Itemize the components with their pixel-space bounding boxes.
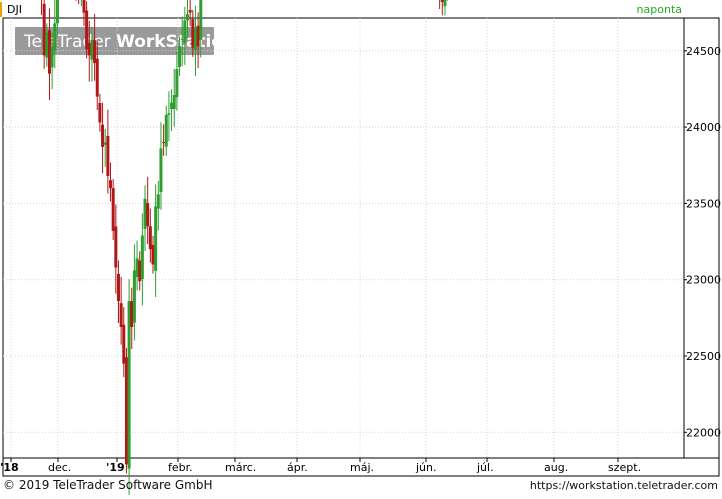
candle-body [146,203,150,227]
candle-body [111,188,115,231]
candle-body [127,301,131,469]
candle-body [101,124,105,147]
candle-body [82,0,86,13]
candle-body [159,148,163,193]
candle-body [53,23,57,51]
candle-body [55,0,59,24]
candle-body [85,10,89,50]
x-tick-label: máj. [350,461,374,474]
x-tick-label: dec. [48,461,71,474]
candle-body [114,226,118,268]
watermark-brand: TeleTrader [23,32,116,52]
footer-bar: © 2019 TeleTrader Software GmbH https://… [0,476,722,495]
candle-body [119,303,123,328]
candle-body [162,142,166,144]
candle-body [172,95,176,110]
candle-body [42,3,46,56]
candle-body [95,58,99,97]
candle-body [193,27,197,50]
candle-body [140,235,144,280]
watermark-background [15,27,214,55]
candle-body [164,114,168,147]
website-link[interactable]: https://workstation.teletrader.com [529,479,718,492]
candle-body [191,19,195,48]
y-tick-label: 24500 [686,45,721,58]
y-tick-label: 22000 [686,426,721,439]
candles-group [41,0,449,495]
candle-body [180,38,184,40]
candle-body [440,0,444,2]
x-tick-label: jún. [415,461,437,474]
y-tick-label: 23500 [686,197,721,210]
y-tick-label: 24000 [686,121,721,134]
candle-body [156,194,160,209]
candle-body [167,113,171,115]
candle-body [93,40,97,64]
candle-body [45,32,49,58]
x-tick-label: '19 [106,461,125,474]
candle-body [143,198,147,230]
watermark-product: WorkStation [116,32,235,52]
candle-body [103,142,107,145]
x-tick-label: ápr. [287,461,308,474]
candle-body [106,135,110,176]
candle-body [87,42,91,56]
candle-body [138,260,142,282]
date-axis [2,457,720,477]
candle-body [185,14,189,21]
candle-body [132,270,136,323]
candle-body [196,25,200,47]
candle-body [50,46,54,68]
x-tick-label: szept. [608,461,641,474]
symbol-label: DJI [7,3,22,16]
candle-body [178,46,182,67]
candle-body [116,273,120,302]
candle-body [175,69,179,98]
y-tick-label: 23000 [686,274,721,287]
price-axis [683,17,720,459]
candle-body [188,9,192,13]
candle-body [151,244,155,265]
candle-body [154,206,158,271]
x-tick-label: júl. [476,461,494,474]
candle-body [124,357,128,465]
x-tick-label: '18 [0,461,19,474]
candle-body [148,226,152,250]
candle-body [183,20,187,43]
x-tick-label: aug. [544,461,568,474]
candle-body [47,30,51,74]
candle-body [90,40,94,60]
y-tick-label: 22500 [686,350,721,363]
candle-body [443,0,447,7]
period-label[interactable]: naponta [637,3,682,16]
x-tick-label: febr. [168,461,193,474]
copyright-text: © 2019 TeleTrader Software GmbH [3,478,213,492]
candle-body [135,258,139,277]
plot-area[interactable] [2,17,685,459]
x-tick-label: márc. [225,461,256,474]
candle-body [130,301,134,328]
candle-body [122,324,126,364]
candle-body [109,180,113,189]
candle-body [98,102,102,123]
candle-body [170,102,174,110]
candle-body [199,0,203,40]
